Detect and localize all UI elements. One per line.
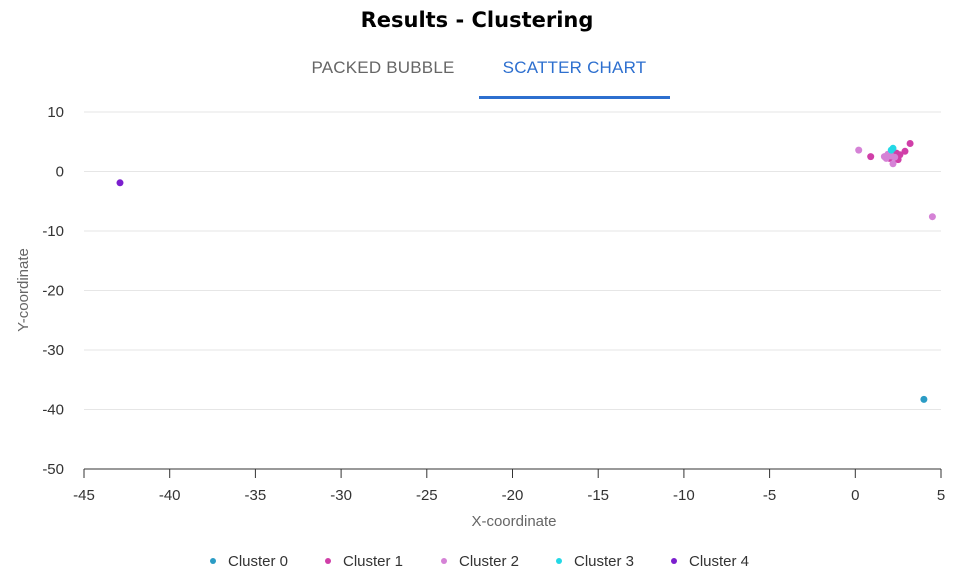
legend-marker [325, 558, 331, 565]
gridlines [84, 111, 941, 410]
x-tick-label: -30 [330, 487, 352, 504]
legend-label: Cluster 2 [459, 553, 520, 570]
data-point-cluster-1 [906, 140, 914, 147]
legend: Cluster 0 Cluster 1 Cluster 2 Cluster 3 … [0, 551, 954, 573]
tab-packed-bubble[interactable]: PACKED BUBBLE [311, 58, 455, 77]
data-point-cluster-2 [882, 154, 890, 162]
legend-marker [210, 558, 216, 565]
x-tick-label: -10 [673, 487, 695, 504]
data-point-cluster-0 [920, 395, 928, 403]
x-tick-label: -5 [763, 487, 776, 504]
axes [83, 468, 942, 478]
data-point-cluster-2 [889, 160, 897, 168]
y-tick-label: -10 [42, 223, 64, 240]
x-tick-label: -20 [502, 487, 524, 504]
legend-item-cluster-1[interactable]: Cluster 1 [325, 551, 403, 573]
legend-marker [671, 558, 677, 565]
data-point-cluster-3 [887, 146, 895, 154]
legend-label: Cluster 3 [574, 553, 635, 570]
legend-marker [441, 558, 447, 565]
x-tick-label: -40 [159, 487, 181, 504]
y-tick-label: -50 [42, 461, 64, 478]
legend-item-cluster-0[interactable]: Cluster 0 [210, 551, 288, 573]
x-tick-label: -35 [245, 487, 267, 504]
y-tick-label: 10 [47, 104, 64, 121]
chart-tabs: PACKED BUBBLE SCATTER CHART [0, 50, 954, 100]
data-point-cluster-1 [901, 147, 909, 155]
data-point-cluster-1 [896, 151, 904, 159]
data-point-cluster-4 [116, 179, 124, 187]
data-point-cluster-2 [855, 146, 863, 154]
x-tick-label: -45 [73, 487, 95, 504]
y-tick-labels: 10 0 -10 -20 -30 -40 -50 [42, 104, 64, 478]
x-axis-label: X-coordinate [471, 513, 556, 530]
data-point-cluster-1 [867, 153, 875, 161]
legend-item-cluster-4[interactable]: Cluster 4 [671, 551, 749, 573]
data-point-cluster-2 [928, 213, 936, 221]
legend-marker [556, 558, 562, 565]
x-tick-label: -25 [416, 487, 438, 504]
x-tick-label: -15 [587, 487, 609, 504]
legend-item-cluster-3[interactable]: Cluster 3 [556, 551, 634, 573]
legend-label: Cluster 4 [689, 553, 750, 570]
x-tick-label: 5 [937, 487, 945, 504]
page-title: Results - Clustering [360, 8, 594, 32]
data-points [116, 140, 936, 403]
y-tick-label: -20 [42, 283, 64, 300]
x-tick-label: 0 [851, 487, 859, 504]
y-axis-label: Y-coordinate [15, 248, 32, 332]
legend-label: Cluster 1 [343, 553, 404, 570]
tab-scatter-chart[interactable]: SCATTER CHART [479, 50, 670, 99]
legend-item-cluster-2[interactable]: Cluster 2 [441, 551, 519, 573]
y-tick-label: -40 [42, 402, 64, 419]
data-point-cluster-2 [891, 153, 899, 161]
x-tick-labels: -45 -40 -35 -30 -25 -20 -15 -10 -5 0 5 [73, 487, 945, 504]
y-tick-label: -30 [42, 342, 64, 359]
y-tick-label: 0 [56, 164, 64, 181]
legend-label: Cluster 0 [228, 553, 289, 570]
